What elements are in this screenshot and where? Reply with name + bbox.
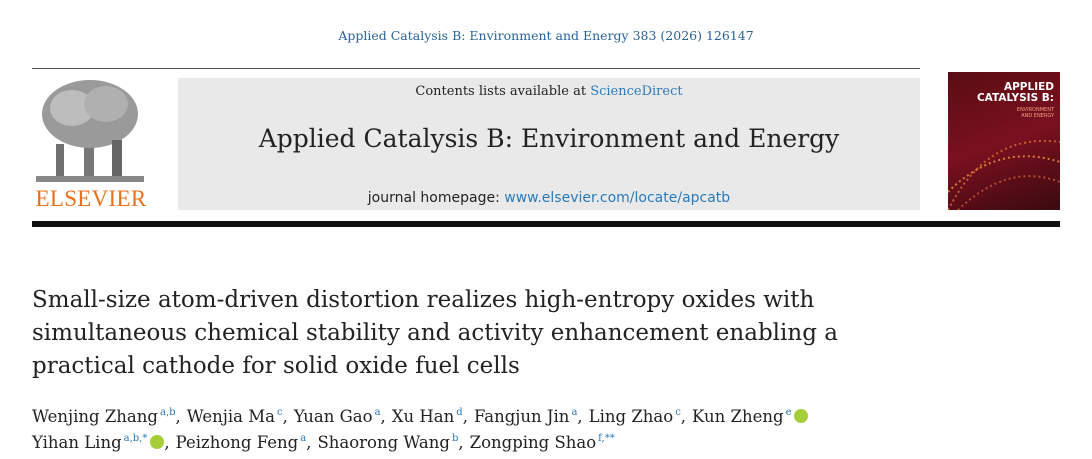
cover-art xyxy=(948,139,1060,210)
author: Peizhong Feng a xyxy=(176,433,318,452)
article-title: Small-size atom-driven distortion realiz… xyxy=(32,284,838,383)
author: Fangjun Jin a xyxy=(474,407,589,426)
cover-line: CATALYSIS B: xyxy=(976,92,1054,104)
author-name[interactable]: Yuan Gao xyxy=(293,407,373,426)
author: Zongping Shao f,** xyxy=(470,433,615,452)
cover-line: ENVIRONMENT xyxy=(1016,107,1054,113)
author-name[interactable]: Ling Zhao xyxy=(588,407,674,426)
cover-line: APPLIED xyxy=(1003,81,1054,93)
homepage-link[interactable]: www.elsevier.com/locate/apcatb xyxy=(504,190,731,206)
journal-cover[interactable]: APPLIED CATALYSIS B: ENVIRONMENT AND ENERG… xyxy=(948,72,1060,210)
affiliation[interactable]: d xyxy=(456,407,463,418)
contents-prefix: Contents lists available at xyxy=(415,84,587,99)
author: Ling Zhao c xyxy=(589,407,692,426)
orcid-icon[interactable] xyxy=(150,435,165,449)
homepage-prefix: journal homepage: xyxy=(367,190,500,206)
cover-title: APPLIED CATALYSIS B: xyxy=(977,82,1054,104)
affiliation[interactable]: c xyxy=(276,407,283,418)
cover-subtitle: ENVIRONMENT AND ENERGY xyxy=(1017,107,1054,119)
contents-line: Contents lists available at ScienceDirec… xyxy=(178,84,920,99)
sciencedirect-link[interactable]: ScienceDirect xyxy=(590,84,683,99)
author: Kun Zheng e xyxy=(692,407,809,426)
affiliation[interactable]: a,b xyxy=(159,407,176,418)
author-name[interactable]: Xu Han xyxy=(391,407,455,426)
author-name[interactable]: Kun Zheng xyxy=(692,407,784,426)
author-name[interactable]: Peizhong Feng xyxy=(175,433,299,452)
affiliation[interactable]: a xyxy=(571,407,578,418)
logo-tree xyxy=(36,80,144,182)
affiliation[interactable]: a xyxy=(374,407,381,418)
affiliation[interactable]: c xyxy=(675,407,681,418)
author: Xu Han d xyxy=(392,407,474,426)
cover-line: AND ENERGY xyxy=(1021,113,1054,119)
author-name[interactable]: Zongping Shao xyxy=(469,433,597,452)
affiliation[interactable]: f,** xyxy=(598,433,615,444)
title-line: practical cathode for solid oxide fuel c… xyxy=(32,353,520,379)
publisher-logo[interactable]: ELSEVIER xyxy=(35,186,147,211)
author: Wenjia Ma c xyxy=(187,407,294,426)
affiliation[interactable]: b xyxy=(451,433,459,444)
masthead: Contents lists available at ScienceDirec… xyxy=(178,78,920,210)
author: Shaorong Wang b xyxy=(317,433,469,452)
rule xyxy=(32,68,920,69)
author-name[interactable]: Yihan Ling xyxy=(32,433,122,452)
homepage-line: journal homepage: www.elsevier.com/locat… xyxy=(178,190,920,206)
rule-thick xyxy=(32,221,1060,227)
affiliation[interactable]: a,b,* xyxy=(123,433,148,444)
author: Wenjing Zhang a,b xyxy=(32,407,187,426)
journal-title: Applied Catalysis B: Environment and Ene… xyxy=(258,124,840,153)
author-name[interactable]: Fangjun Jin xyxy=(473,407,570,426)
affiliation[interactable]: a xyxy=(300,433,307,444)
affiliation[interactable]: e xyxy=(785,407,792,418)
author-name[interactable]: Wenjia Ma xyxy=(186,407,275,426)
title-line: Small-size atom-driven distortion realiz… xyxy=(32,287,815,313)
orcid-icon[interactable] xyxy=(794,409,809,423)
author-name[interactable]: Wenjing Zhang xyxy=(32,407,158,426)
title-line: simultaneous chemical stability and acti… xyxy=(32,320,838,346)
author: Yuan Gao a xyxy=(294,407,392,426)
citation[interactable]: Applied Catalysis B: Environment and Ene… xyxy=(338,28,754,43)
author: Yihan Ling a,b,* xyxy=(32,433,176,452)
author-name[interactable]: Shaorong Wang xyxy=(317,433,450,452)
